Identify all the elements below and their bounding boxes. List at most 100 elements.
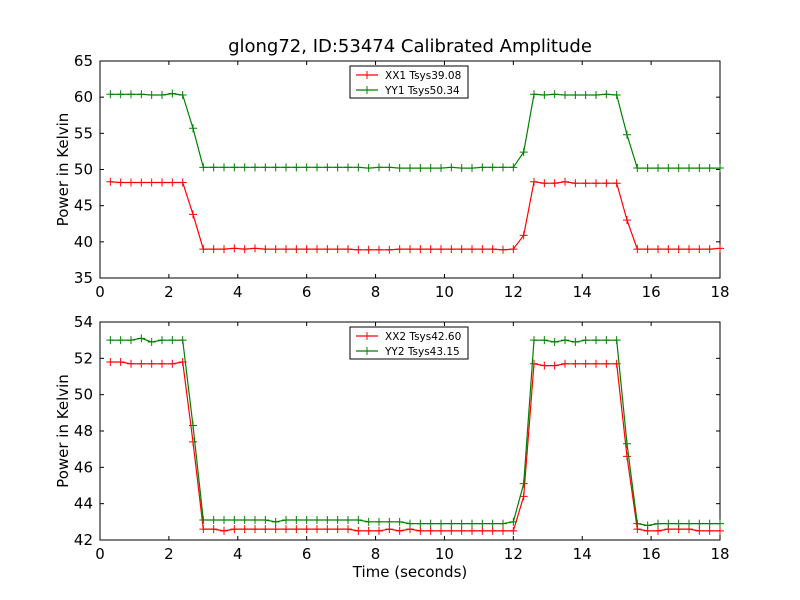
- data-point: [488, 245, 497, 254]
- data-point: [509, 163, 518, 172]
- data-point: [540, 336, 549, 345]
- data-point: [385, 517, 394, 526]
- data-point: [106, 177, 115, 186]
- x-tick-label: 6: [302, 283, 312, 301]
- data-point: [664, 245, 673, 254]
- data-point: [261, 525, 270, 534]
- data-point: [354, 163, 363, 172]
- series-line: [110, 337, 720, 527]
- x-tick-label: 6: [302, 545, 312, 563]
- data-point: [261, 163, 270, 172]
- data-point: [333, 525, 342, 534]
- data-point: [220, 516, 228, 525]
- data-point: [313, 163, 321, 172]
- data-point: [106, 90, 115, 99]
- data-point: [457, 245, 466, 254]
- data-point: [375, 245, 383, 254]
- data-point: [375, 526, 383, 535]
- data-point: [612, 336, 621, 345]
- x-tick-label: 16: [642, 545, 661, 563]
- data-point: [602, 179, 611, 188]
- data-point: [540, 90, 549, 99]
- data-point: [468, 164, 476, 173]
- data-point: [602, 336, 611, 345]
- series-line: [110, 181, 721, 251]
- data-point: [178, 90, 187, 99]
- data-point: [416, 164, 425, 173]
- data-point: [571, 337, 580, 346]
- y-tick-label: 48: [74, 422, 93, 440]
- data-point: [364, 526, 373, 535]
- data-point: [509, 245, 518, 254]
- data-point: [189, 124, 197, 133]
- data-point: [581, 179, 590, 188]
- data-point: [561, 177, 569, 186]
- data-point: [364, 245, 373, 254]
- data-point: [354, 526, 363, 535]
- data-point: [147, 337, 156, 346]
- data-point: [344, 163, 352, 172]
- data-point: [716, 164, 724, 173]
- data-point: [302, 516, 311, 525]
- data-point: [633, 164, 642, 173]
- data-point: [344, 516, 352, 525]
- data-point: [354, 245, 363, 254]
- legend-box: [349, 65, 469, 99]
- data-point: [137, 359, 146, 368]
- data-point: [137, 334, 146, 343]
- data-point: [199, 245, 208, 254]
- x-tick-label: 0: [95, 283, 105, 301]
- y-tick-label: 44: [74, 495, 93, 513]
- data-point: [220, 526, 228, 535]
- data-point: [282, 516, 290, 525]
- data-point: [499, 519, 507, 528]
- data-point: [178, 178, 187, 187]
- data-point: [468, 519, 476, 528]
- data-point: [550, 179, 559, 188]
- data-point: [209, 525, 218, 534]
- data-point: [323, 516, 332, 525]
- y-tick-label: 45: [74, 197, 93, 215]
- data-point: [457, 526, 466, 535]
- data-point: [509, 517, 518, 526]
- data-point: [261, 245, 270, 254]
- data-point: [292, 245, 301, 254]
- data-point: [313, 525, 321, 534]
- data-point: [406, 164, 414, 173]
- data-point: [395, 526, 404, 535]
- data-point: [385, 245, 394, 254]
- data-point: [116, 90, 125, 99]
- y-tick-label: 60: [74, 88, 93, 106]
- data-point: [271, 517, 280, 526]
- data-point: [654, 519, 662, 528]
- chart-title: glong72, ID:53474 Calibrated Amplitude: [228, 36, 592, 57]
- data-point: [199, 525, 208, 534]
- data-point: [581, 336, 590, 345]
- legend-entry: XX1 Tsys39.08: [385, 70, 461, 82]
- data-point: [178, 336, 187, 345]
- data-point: [540, 361, 549, 370]
- data-point: [116, 336, 125, 345]
- x-tick-label: 4: [233, 545, 243, 563]
- y-axis-label: Power in Kelvin: [54, 113, 72, 227]
- y-tick-label: 35: [74, 269, 93, 287]
- data-point: [695, 245, 704, 254]
- data-point: [447, 519, 456, 528]
- data-point: [292, 516, 301, 525]
- data-point: [592, 359, 600, 368]
- data-point: [519, 492, 528, 501]
- data-point: [282, 525, 290, 534]
- data-point: [519, 479, 528, 488]
- data-point: [612, 90, 621, 99]
- x-tick-label: 14: [573, 283, 592, 301]
- data-point: [664, 164, 673, 173]
- data-point: [364, 517, 373, 526]
- data-point: [406, 245, 414, 254]
- data-point: [147, 178, 156, 187]
- data-point: [530, 177, 538, 186]
- y-tick-label: 42: [74, 531, 93, 549]
- legend-entry: YY1 Tsys50.34: [384, 85, 460, 97]
- x-tick-label: 10: [435, 545, 454, 563]
- data-point: [313, 516, 321, 525]
